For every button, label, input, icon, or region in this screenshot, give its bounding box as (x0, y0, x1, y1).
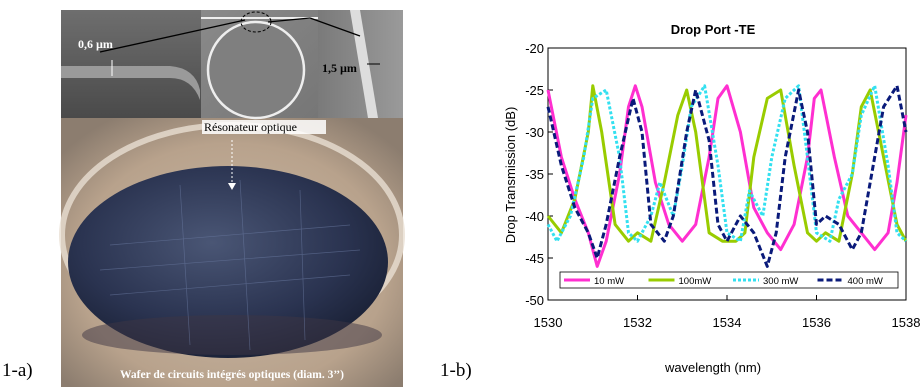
y-tick-label: -45 (525, 251, 544, 266)
y-tick-label: -20 (525, 41, 544, 56)
x-tick-label: 1532 (623, 315, 652, 330)
y-tick-label: -35 (525, 167, 544, 182)
y-tick-label: -30 (525, 125, 544, 140)
legend-label: 400 mW (848, 276, 883, 287)
chart-title: Drop Port -TE (671, 22, 756, 37)
legend: 10 mW 100mW 300 mW 400 mW (560, 272, 898, 288)
y-tick-label: -50 (525, 293, 544, 308)
x-tick-label: 1536 (802, 315, 831, 330)
legend-label: 10 mW (594, 276, 624, 287)
y-tick-label: -40 (525, 209, 544, 224)
x-tick-label: 1534 (713, 315, 742, 330)
x-axis-label: wavelength (nm) (664, 360, 761, 375)
series-line-2 (548, 86, 906, 241)
legend-label: 100mW (679, 276, 712, 287)
x-tick-label: 1530 (534, 315, 563, 330)
series-group (548, 86, 906, 267)
y-axis-label: Drop Transmission (dB) (503, 107, 518, 244)
x-tick-label: 1538 (892, 315, 921, 330)
y-tick-label: -25 (525, 83, 544, 98)
legend-label: 300 mW (763, 276, 798, 287)
